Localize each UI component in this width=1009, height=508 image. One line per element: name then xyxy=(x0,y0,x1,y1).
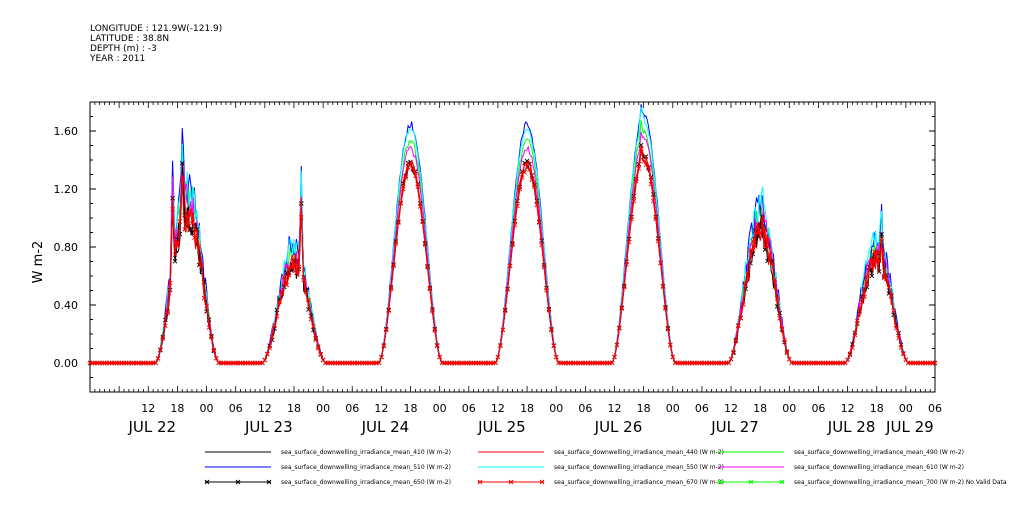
metadata-year: YEAR : 2011 xyxy=(89,54,145,64)
legend-label: sea_surface_downwelling_irradiance_mean_… xyxy=(794,464,964,471)
x-tick-label: 18 xyxy=(870,402,884,415)
y-tick-label: 0.00 xyxy=(54,357,79,370)
x-tick-label: 06 xyxy=(578,402,592,415)
x-axis-ticks xyxy=(89,102,936,392)
x-tick-label: 18 xyxy=(287,402,301,415)
x-tick-label: 18 xyxy=(753,402,767,415)
x-tick-label: 00 xyxy=(666,402,680,415)
legend-marker xyxy=(748,479,754,485)
legend-marker xyxy=(508,479,514,485)
x-tick-label: 00 xyxy=(549,402,563,415)
x-tick-label: 12 xyxy=(607,402,621,415)
y-tick-label: 0.80 xyxy=(54,241,79,254)
x-tick-label: 12 xyxy=(374,402,388,415)
x-tick-label: 12 xyxy=(258,402,272,415)
x-tick-label: 00 xyxy=(433,402,447,415)
x-tick-label: 06 xyxy=(928,402,942,415)
legend-marker xyxy=(204,479,210,485)
x-tick-label: 00 xyxy=(899,402,913,415)
legend-marker xyxy=(779,479,785,485)
y-tick-label: 1.20 xyxy=(54,183,79,196)
plot-area: 0.00 0.40 0.80 1.20 1.60 12 18 00 06 12 18 00 06 12 18… xyxy=(54,101,942,436)
x-tick-label: 18 xyxy=(520,402,534,415)
legend-marker xyxy=(717,479,723,485)
metadata-depth: DEPTH (m) : -3 xyxy=(90,44,157,54)
legend-label: sea_surface_downwelling_irradiance_mean_… xyxy=(281,449,451,456)
x-day-label: JUL 26 xyxy=(594,418,643,436)
y-tick-label: 0.40 xyxy=(54,299,79,312)
series-line-1 xyxy=(90,145,935,364)
x-tick-label: 06 xyxy=(345,402,359,415)
series-markers-7 xyxy=(87,146,938,366)
x-tick-label: 18 xyxy=(170,402,184,415)
x-day-label: JUL 24 xyxy=(361,418,410,436)
x-tick-label: 18 xyxy=(637,402,651,415)
legend-label: sea_surface_downwelling_irradiance_mean_… xyxy=(794,479,1007,486)
series-line-6 xyxy=(90,144,935,364)
x-tick-label: 00 xyxy=(200,402,214,415)
x-tick-label: 06 xyxy=(811,402,825,415)
y-axis-label: W m-2 xyxy=(31,241,46,284)
legend-label: sea_surface_downwelling_irradiance_mean_… xyxy=(281,479,451,486)
y-tick-label: 1.60 xyxy=(54,125,79,138)
legend: sea_surface_downwelling_irradiance_mean_… xyxy=(204,449,1007,486)
x-tick-label: 06 xyxy=(229,402,243,415)
legend-label: sea_surface_downwelling_irradiance_mean_… xyxy=(554,449,724,456)
x-day-label: JUL 29 xyxy=(885,418,934,436)
legend-label: sea_surface_downwelling_irradiance_mean_… xyxy=(554,464,724,471)
legend-marker xyxy=(266,479,272,485)
x-day-label: JUL 28 xyxy=(827,418,876,436)
series-line-0 xyxy=(90,150,935,364)
x-tick-label: 12 xyxy=(724,402,738,415)
x-tick-label: 12 xyxy=(841,402,855,415)
x-tick-label: 00 xyxy=(782,402,796,415)
x-day-label: JUL 25 xyxy=(477,418,526,436)
legend-marker xyxy=(477,479,483,485)
metadata-latitude: LATITUDE : 38.8N xyxy=(90,34,169,44)
x-tick-label: 12 xyxy=(141,402,155,415)
x-tick-label: 00 xyxy=(316,402,330,415)
x-day-label: JUL 22 xyxy=(127,418,176,436)
legend-label: sea_surface_downwelling_irradiance_mean_… xyxy=(554,479,724,486)
x-tick-label: 06 xyxy=(462,402,476,415)
legend-label: sea_surface_downwelling_irradiance_mean_… xyxy=(281,464,451,471)
metadata-block: LONGITUDE : 121.9W(-121.9) LATITUDE : 38… xyxy=(89,24,222,64)
x-day-label: JUL 27 xyxy=(710,418,759,436)
legend-label: sea_surface_downwelling_irradiance_mean_… xyxy=(794,449,964,456)
metadata-longitude: LONGITUDE : 121.9W(-121.9) xyxy=(90,24,222,34)
legend-marker xyxy=(235,479,241,485)
x-day-label: JUL 23 xyxy=(244,418,293,436)
x-tick-label: 18 xyxy=(404,402,418,415)
series-line-7 xyxy=(90,149,935,364)
legend-marker xyxy=(539,479,545,485)
series-markers-6 xyxy=(87,142,938,366)
x-tick-label: 06 xyxy=(695,402,709,415)
x-tick-label: 12 xyxy=(491,402,505,415)
